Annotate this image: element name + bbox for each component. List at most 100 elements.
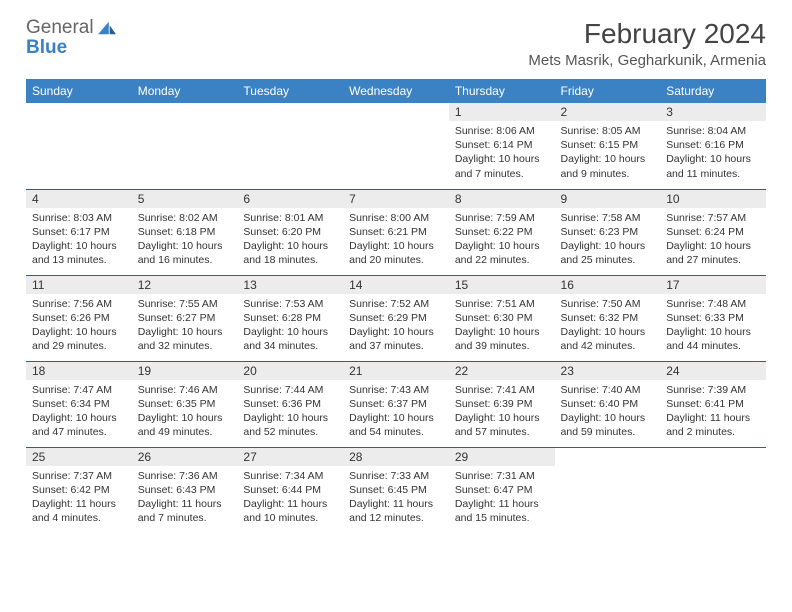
- calendar-day-cell: 18Sunrise: 7:47 AMSunset: 6:34 PMDayligh…: [26, 361, 132, 447]
- day-number: 28: [343, 448, 449, 466]
- day-details: Sunrise: 7:55 AMSunset: 6:27 PMDaylight:…: [132, 294, 238, 358]
- sunrise-line: Sunrise: 8:01 AM: [243, 212, 323, 224]
- calendar-day-cell: 26Sunrise: 7:36 AMSunset: 6:43 PMDayligh…: [132, 447, 238, 533]
- day-number: 16: [555, 276, 661, 294]
- day-number: 20: [237, 362, 343, 380]
- sunrise-line: Sunrise: 7:36 AM: [138, 470, 218, 482]
- calendar-day-cell: 10Sunrise: 7:57 AMSunset: 6:24 PMDayligh…: [660, 189, 766, 275]
- calendar-day-cell: 20Sunrise: 7:44 AMSunset: 6:36 PMDayligh…: [237, 361, 343, 447]
- sunrise-line: Sunrise: 7:59 AM: [455, 212, 535, 224]
- weekday-header: Saturday: [660, 79, 766, 103]
- page-header: General Blue February 2024 Mets Masrik, …: [26, 18, 766, 69]
- logo-text: General Blue: [26, 18, 94, 58]
- sunset-line: Sunset: 6:18 PM: [138, 226, 216, 238]
- calendar-day-cell: 29Sunrise: 7:31 AMSunset: 6:47 PMDayligh…: [449, 447, 555, 533]
- sunset-line: Sunset: 6:47 PM: [455, 484, 533, 496]
- sunrise-line: Sunrise: 7:37 AM: [32, 470, 112, 482]
- day-number: 26: [132, 448, 238, 466]
- day-number: 24: [660, 362, 766, 380]
- logo-line1: General: [26, 17, 94, 38]
- location-subtitle: Mets Masrik, Gegharkunik, Armenia: [528, 52, 766, 69]
- sunrise-line: Sunrise: 8:03 AM: [32, 212, 112, 224]
- daylight-line: Daylight: 11 hours and 15 minutes.: [455, 498, 539, 524]
- calendar-week-row: 4Sunrise: 8:03 AMSunset: 6:17 PMDaylight…: [26, 189, 766, 275]
- day-details: Sunrise: 7:47 AMSunset: 6:34 PMDaylight:…: [26, 380, 132, 444]
- sunrise-line: Sunrise: 7:51 AM: [455, 298, 535, 310]
- calendar-day-cell: 14Sunrise: 7:52 AMSunset: 6:29 PMDayligh…: [343, 275, 449, 361]
- day-number: 1: [449, 103, 555, 121]
- sunrise-line: Sunrise: 8:04 AM: [666, 125, 746, 137]
- sunset-line: Sunset: 6:17 PM: [32, 226, 110, 238]
- daylight-line: Daylight: 10 hours and 13 minutes.: [32, 240, 117, 266]
- daylight-line: Daylight: 10 hours and 16 minutes.: [138, 240, 223, 266]
- day-number: 11: [26, 276, 132, 294]
- sunset-line: Sunset: 6:29 PM: [349, 312, 427, 324]
- day-details: Sunrise: 8:04 AMSunset: 6:16 PMDaylight:…: [660, 121, 766, 185]
- calendar-day-cell: 11Sunrise: 7:56 AMSunset: 6:26 PMDayligh…: [26, 275, 132, 361]
- sunset-line: Sunset: 6:23 PM: [561, 226, 639, 238]
- sunset-line: Sunset: 6:44 PM: [243, 484, 321, 496]
- day-details: Sunrise: 7:34 AMSunset: 6:44 PMDaylight:…: [237, 466, 343, 530]
- daylight-line: Daylight: 10 hours and 52 minutes.: [243, 412, 328, 438]
- calendar-day-cell: 1Sunrise: 8:06 AMSunset: 6:14 PMDaylight…: [449, 103, 555, 189]
- sunrise-line: Sunrise: 7:55 AM: [138, 298, 218, 310]
- day-number: 8: [449, 190, 555, 208]
- calendar-week-row: 18Sunrise: 7:47 AMSunset: 6:34 PMDayligh…: [26, 361, 766, 447]
- daylight-line: Daylight: 10 hours and 11 minutes.: [666, 153, 751, 179]
- weekday-header: Thursday: [449, 79, 555, 103]
- daylight-line: Daylight: 10 hours and 34 minutes.: [243, 326, 328, 352]
- daylight-line: Daylight: 10 hours and 25 minutes.: [561, 240, 646, 266]
- sunrise-line: Sunrise: 8:05 AM: [561, 125, 641, 137]
- sunset-line: Sunset: 6:33 PM: [666, 312, 744, 324]
- calendar-day-cell: 3Sunrise: 8:04 AMSunset: 6:16 PMDaylight…: [660, 103, 766, 189]
- sunrise-line: Sunrise: 7:44 AM: [243, 384, 323, 396]
- day-number: 18: [26, 362, 132, 380]
- sunset-line: Sunset: 6:28 PM: [243, 312, 321, 324]
- day-details: Sunrise: 7:51 AMSunset: 6:30 PMDaylight:…: [449, 294, 555, 358]
- daylight-line: Daylight: 10 hours and 49 minutes.: [138, 412, 223, 438]
- calendar-day-cell: 9Sunrise: 7:58 AMSunset: 6:23 PMDaylight…: [555, 189, 661, 275]
- day-details: Sunrise: 8:02 AMSunset: 6:18 PMDaylight:…: [132, 208, 238, 272]
- sunset-line: Sunset: 6:15 PM: [561, 139, 639, 151]
- day-number: 23: [555, 362, 661, 380]
- daylight-line: Daylight: 11 hours and 2 minutes.: [666, 412, 750, 438]
- day-details: Sunrise: 8:00 AMSunset: 6:21 PMDaylight:…: [343, 208, 449, 272]
- daylight-line: Daylight: 10 hours and 47 minutes.: [32, 412, 117, 438]
- daylight-line: Daylight: 10 hours and 22 minutes.: [455, 240, 540, 266]
- day-number: 10: [660, 190, 766, 208]
- sunrise-line: Sunrise: 7:31 AM: [455, 470, 535, 482]
- day-number: 12: [132, 276, 238, 294]
- sunrise-line: Sunrise: 7:34 AM: [243, 470, 323, 482]
- daylight-line: Daylight: 10 hours and 42 minutes.: [561, 326, 646, 352]
- calendar-day-cell: 8Sunrise: 7:59 AMSunset: 6:22 PMDaylight…: [449, 189, 555, 275]
- sunrise-line: Sunrise: 7:48 AM: [666, 298, 746, 310]
- daylight-line: Daylight: 10 hours and 57 minutes.: [455, 412, 540, 438]
- sunrise-line: Sunrise: 7:41 AM: [455, 384, 535, 396]
- day-details: Sunrise: 7:52 AMSunset: 6:29 PMDaylight:…: [343, 294, 449, 358]
- day-number: 6: [237, 190, 343, 208]
- sunrise-line: Sunrise: 7:43 AM: [349, 384, 429, 396]
- sunrise-line: Sunrise: 7:56 AM: [32, 298, 112, 310]
- calendar-day-cell: 28Sunrise: 7:33 AMSunset: 6:45 PMDayligh…: [343, 447, 449, 533]
- calendar-day-cell: 4Sunrise: 8:03 AMSunset: 6:17 PMDaylight…: [26, 189, 132, 275]
- day-number: 7: [343, 190, 449, 208]
- sunrise-line: Sunrise: 7:40 AM: [561, 384, 641, 396]
- calendar-day-cell: 25Sunrise: 7:37 AMSunset: 6:42 PMDayligh…: [26, 447, 132, 533]
- title-block: February 2024 Mets Masrik, Gegharkunik, …: [528, 18, 766, 69]
- sunset-line: Sunset: 6:43 PM: [138, 484, 216, 496]
- calendar-day-cell: 23Sunrise: 7:40 AMSunset: 6:40 PMDayligh…: [555, 361, 661, 447]
- sunrise-line: Sunrise: 8:06 AM: [455, 125, 535, 137]
- day-number: 19: [132, 362, 238, 380]
- day-details: Sunrise: 7:44 AMSunset: 6:36 PMDaylight:…: [237, 380, 343, 444]
- day-number: 9: [555, 190, 661, 208]
- weekday-header: Friday: [555, 79, 661, 103]
- day-number: 13: [237, 276, 343, 294]
- day-number: 2: [555, 103, 661, 121]
- day-details: Sunrise: 7:39 AMSunset: 6:41 PMDaylight:…: [660, 380, 766, 444]
- sunrise-line: Sunrise: 7:52 AM: [349, 298, 429, 310]
- day-details: Sunrise: 7:36 AMSunset: 6:43 PMDaylight:…: [132, 466, 238, 530]
- calendar-day-cell: 13Sunrise: 7:53 AMSunset: 6:28 PMDayligh…: [237, 275, 343, 361]
- daylight-line: Daylight: 10 hours and 44 minutes.: [666, 326, 751, 352]
- month-title: February 2024: [528, 18, 766, 50]
- daylight-line: Daylight: 10 hours and 20 minutes.: [349, 240, 434, 266]
